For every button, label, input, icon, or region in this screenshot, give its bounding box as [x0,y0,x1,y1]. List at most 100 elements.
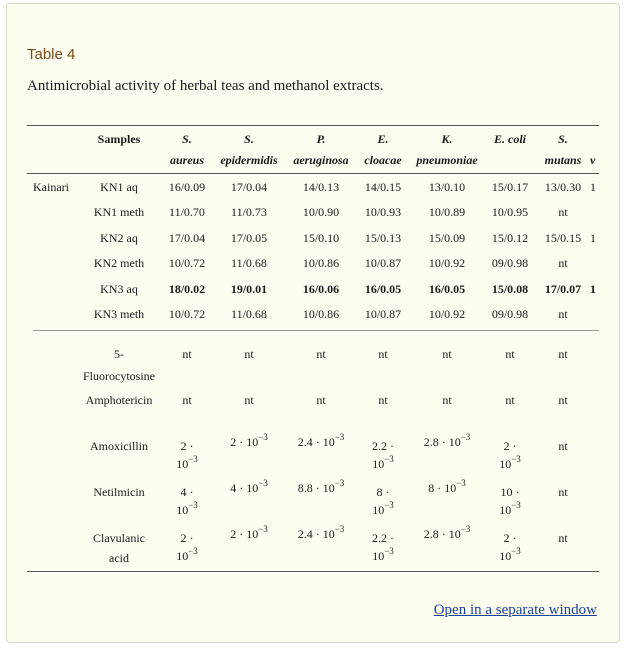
mantissa: 10 [176,549,189,563]
exponent: −3 [258,524,268,534]
mantissa: 2 · 10 [230,435,259,449]
table-cell: nt [378,393,388,407]
table-cell: 10/0.92 [428,256,466,271]
mantissa: 10 [499,549,512,563]
header-col-7-line2: v [590,153,596,167]
table-cell: 10/0.92 [428,307,466,321]
table-cell: nt [558,531,568,545]
header-col-3-line1: E. [377,132,389,146]
table-cell: 10/0.87 [364,256,402,271]
header-col-6-line2: mutans [544,153,582,167]
open-separate-window-link[interactable]: Open in a separate window [433,602,597,618]
top-rule [27,125,599,126]
exponent: −3 [460,432,471,442]
table-cell: 13/0.10 [428,180,466,194]
table-cell: nt [316,347,326,361]
exponent: −3 [258,478,268,488]
table-cell: 8 · 10−3 [387,478,507,498]
table-cell: 11/0.68 [231,256,267,271]
mantissa: 2.8 · 10 [423,435,461,449]
table-cell: 2.2 · [372,439,394,453]
header-rule [27,173,599,174]
header-col-3-line2: cloacae [364,153,402,167]
table-cell: nt [558,393,568,407]
sample-name: KN3 aq [100,281,138,296]
table-cell: 10/0.87 [364,307,402,321]
header-col-5-line1: E. coli [494,132,526,146]
header-samples: Samples [97,132,141,146]
table-cell: 2 · 10−3 [189,524,309,544]
mantissa: 2.4 · 10 [297,435,335,449]
table-cell: 16/0.05 [428,281,466,296]
table-cell: nt [442,393,452,407]
table-cell: 11/0.70 [169,205,205,220]
mantissa: 2 · 10 [230,527,259,541]
mantissa: 10 [372,503,385,517]
exponent: −3 [188,454,198,464]
sample-name: KN2 meth [93,256,145,271]
table-cell: 09/0.98 [491,256,529,271]
exponent: −3 [384,546,394,556]
table-cell: 17/0.04 [230,180,268,194]
sample-name: KN1 aq [100,180,138,194]
exponent: −3 [384,454,394,464]
header-col-2-line2: aeruginosa [293,153,349,167]
table-cell: nt [378,347,388,361]
control-name: Netilmicin [93,485,145,499]
bottom-rule [27,571,599,572]
mantissa: 2.4 · 10 [297,527,335,541]
table-cell: 17/0.05 [230,230,268,245]
header-col-6-line1: S. [558,132,568,146]
mantissa: 10 [499,503,512,517]
table-cell: 1 [590,230,596,245]
table-cell: 2 · [180,439,194,453]
exponent: −3 [334,478,345,488]
control-name: Amphotericin [85,393,153,407]
header-col-0-line2: aureus [169,153,204,167]
table-cell: nt [244,347,254,361]
table-cell: 10/0.72 [168,256,206,271]
table-cell: nt [558,307,568,321]
table-cell: nt [558,439,568,453]
header-col-4-line2: pneumoniae [416,153,478,167]
table-cell: 16/0.05 [364,281,402,296]
mantissa: 8.8 · 10 [297,481,335,495]
table-cell: 15/0.09 [428,230,466,245]
exponent: −3 [511,546,521,556]
table-cell: 2.2 · [372,531,394,545]
mantissa: 10 [176,457,189,471]
table-cell: 10−3 [450,546,570,566]
table-cell: 10−3 [127,546,247,566]
mantissa: 10 [372,549,385,563]
table-cell: nt [558,347,568,361]
exponent: −3 [188,500,198,510]
sample-name: KN3 meth [93,307,145,321]
mantissa: 10 [176,503,189,517]
table-cell: 10/0.95 [491,205,529,220]
table-cell: nt [558,256,568,271]
table-cell: 10/0.72 [168,307,206,321]
control-name: Clavulanic [93,531,145,545]
table-cell: 15/0.08 [491,281,529,296]
table-cell: 17/0.07 [544,281,582,296]
exponent: −3 [334,524,345,534]
mantissa: 10 [499,457,512,471]
table-cell: nt [182,347,192,361]
table-cell: 10−3 [323,454,443,474]
table-cell: 14/0.15 [364,180,402,194]
exponent: −3 [334,432,345,442]
table-label: Table 4 [27,46,76,63]
table-cell: nt [244,393,254,407]
table-cell: 1 [590,281,596,296]
sample-name: KN2 aq [100,230,138,245]
exponent: −3 [460,524,471,534]
table-cell: 2 · 10−3 [189,432,309,452]
table-cell: nt [182,393,192,407]
control-name: Fluorocytosine [83,369,155,383]
table-cell: 15/0.10 [302,230,340,245]
table-cell: 11/0.68 [231,307,267,321]
table-cell: 15/0.13 [364,230,402,245]
table-cell: 19/0.01 [230,281,268,296]
mantissa: 2.8 · 10 [423,527,461,541]
group-label: Kainari [33,180,69,194]
